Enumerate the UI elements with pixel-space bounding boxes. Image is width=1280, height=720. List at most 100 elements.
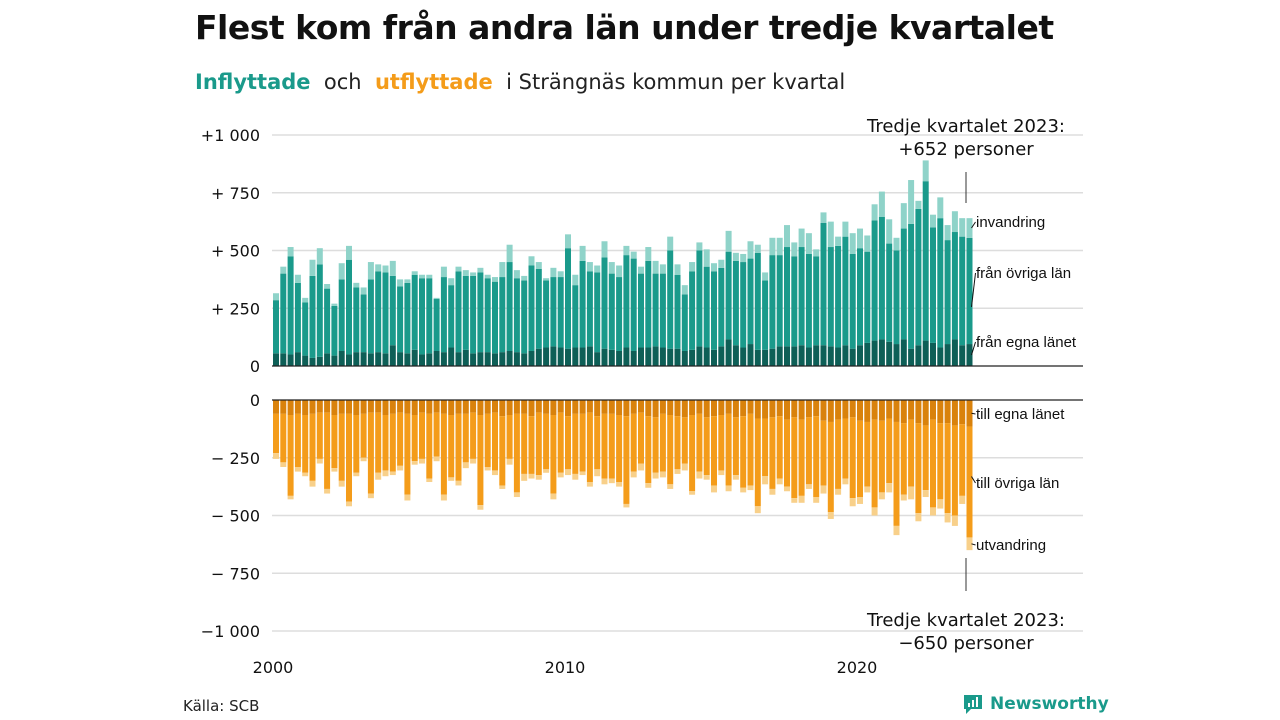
bar-out-segment <box>915 423 922 514</box>
top-y-tick-label: + 500 <box>211 242 260 261</box>
bar-in-segment <box>448 285 455 348</box>
bar-out-segment <box>535 412 542 476</box>
bar-in-segment <box>652 260 659 274</box>
bar-out-segment <box>579 471 586 476</box>
bottom-y-tick-label: − 500 <box>211 507 260 526</box>
bar-out-segment <box>696 471 703 479</box>
bar-out-segment <box>849 498 856 507</box>
segment-label-leader <box>971 543 976 546</box>
bar-in-segment <box>878 217 885 340</box>
bar-in-segment <box>871 220 878 341</box>
bar-in-segment <box>521 275 528 281</box>
bar-out-segment <box>346 501 352 507</box>
bar-out-segment <box>696 400 703 414</box>
bar-in-segment <box>908 223 915 349</box>
bar-in-segment <box>638 266 644 274</box>
bar-in-segment <box>572 274 579 286</box>
bar-in-segment <box>944 240 951 345</box>
bar-in-segment <box>922 181 929 341</box>
bar-in-segment <box>878 191 885 217</box>
bar-in-segment <box>535 268 542 349</box>
bar-out-segment <box>448 415 455 478</box>
bar-out-segment <box>878 492 885 500</box>
bar-in-segment <box>543 280 550 348</box>
bar-in-segment <box>294 282 301 353</box>
bar-out-segment <box>732 400 739 418</box>
segment-label: till övriga län <box>976 475 1059 492</box>
bar-out-segment <box>732 417 739 476</box>
bar-in-segment <box>280 266 287 274</box>
bar-out-segment <box>557 400 564 413</box>
bar-in-segment <box>470 275 477 354</box>
bar-out-segment <box>805 484 812 489</box>
bar-in-segment <box>966 237 973 345</box>
bar-out-segment <box>937 499 944 509</box>
bar-in-segment <box>477 352 484 366</box>
bar-in-segment <box>966 218 973 238</box>
bar-out-segment <box>776 478 783 485</box>
bar-in-segment <box>732 260 739 346</box>
bar-out-segment <box>762 476 769 485</box>
bar-out-segment <box>565 400 571 417</box>
bar-out-segment <box>871 507 878 516</box>
bar-in-segment <box>835 245 842 348</box>
bar-in-segment <box>849 253 856 349</box>
bottom-y-tick-label: −1 000 <box>201 622 260 641</box>
bar-out-segment <box>470 412 477 459</box>
bar-in-segment <box>543 347 550 366</box>
bar-in-segment <box>857 228 863 249</box>
bar-out-segment <box>951 515 958 526</box>
bar-out-segment <box>324 488 331 494</box>
bar-in-segment <box>667 250 674 349</box>
segment-label: invandring <box>976 214 1045 231</box>
bar-in-segment <box>316 248 323 265</box>
bar-out-segment <box>513 400 520 414</box>
bar-out-segment <box>747 413 754 486</box>
bar-out-segment <box>331 468 338 472</box>
bar-in-segment <box>908 180 915 224</box>
bar-in-segment <box>521 353 528 367</box>
bar-in-segment <box>900 339 907 367</box>
bar-out-segment <box>784 400 790 420</box>
bar-out-segment <box>703 400 710 418</box>
bar-in-segment <box>725 339 732 367</box>
bar-in-segment <box>638 273 644 348</box>
bar-in-segment <box>273 353 279 367</box>
bar-in-segment <box>791 242 798 257</box>
bar-in-segment <box>499 352 506 366</box>
bar-out-segment <box>309 413 316 481</box>
bar-in-segment <box>499 262 506 278</box>
bar-in-segment <box>711 263 717 272</box>
bar-in-segment <box>784 247 790 347</box>
bar-in-segment <box>565 348 571 366</box>
bar-out-segment <box>740 400 747 417</box>
top-y-tick-label: +1 000 <box>201 126 260 145</box>
bar-in-segment <box>433 350 440 367</box>
bar-in-segment <box>762 349 769 366</box>
bar-in-segment <box>893 237 900 251</box>
bar-out-segment <box>769 417 776 489</box>
bar-out-segment <box>805 417 812 485</box>
bar-out-segment <box>674 416 681 470</box>
bar-in-segment <box>813 249 820 257</box>
bar-out-segment <box>842 418 849 479</box>
bar-in-segment <box>711 349 717 366</box>
bar-out-segment <box>550 493 557 500</box>
bar-out-segment <box>280 462 287 467</box>
bar-out-segment <box>419 458 425 464</box>
bar-out-segment <box>550 400 557 416</box>
bar-out-segment <box>294 413 301 467</box>
bar-in-segment <box>842 345 849 366</box>
bar-out-segment <box>411 400 418 416</box>
bar-in-segment <box>601 241 608 258</box>
bar-in-segment <box>477 272 484 353</box>
bar-out-segment <box>353 472 360 477</box>
bar-out-segment <box>316 458 323 464</box>
bar-in-segment <box>718 267 725 347</box>
brand-logo[interactable]: Newsworthy <box>962 693 1109 715</box>
bar-in-segment <box>565 248 571 349</box>
bar-out-segment <box>506 458 513 465</box>
bar-out-segment <box>900 400 907 424</box>
bar-in-segment <box>616 350 623 367</box>
bar-in-segment <box>915 345 922 366</box>
